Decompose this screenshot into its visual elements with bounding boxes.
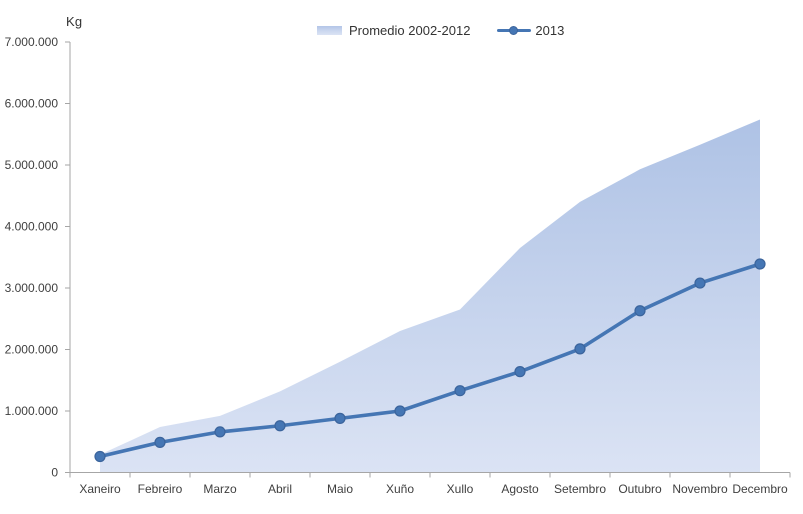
legend-area-swatch-icon [317,25,342,35]
data-point-marker [94,450,106,463]
data-point-marker [634,305,646,317]
y-axis-title: Kg [66,14,83,29]
x-axis-label: Xuño [386,482,414,496]
promedio-area-series [100,119,760,473]
data-point-marker [574,343,586,355]
y-axis-label: 6.000.000 [5,97,59,111]
x-axis-label: Outubro [618,482,662,496]
y-axis-label: 0 [51,466,58,480]
x-axis-label: Maio [327,482,353,496]
y-axis-label: 7.000.000 [5,35,59,49]
data-point-marker [334,412,346,424]
y-axis-label: 2.000.000 [5,343,59,357]
data-point-marker [514,366,526,378]
data-point-marker [214,426,226,438]
data-point-marker [754,258,766,270]
legend-line-dot [509,25,519,35]
legend-label-promedio: Promedio 2002-2012 [349,22,471,38]
y-axis-label: 1.000.000 [5,404,59,418]
legend: Promedio 2002-2012 2013 [317,21,564,39]
x-axis-label: Decembro [732,482,788,496]
x-axis-label: Agosto [501,482,539,496]
x-axis-label: Xaneiro [79,482,121,496]
x-axis-label: Marzo [203,482,237,496]
x-axis-label: Abril [268,482,292,496]
legend-line-marker-icon [497,25,532,35]
x-axis-label: Febreiro [138,482,183,496]
y-axis-label: 5.000.000 [5,158,59,172]
data-point-marker [394,405,406,417]
x-axis-label: Setembro [554,482,606,496]
x-axis-label: Xullo [447,482,474,496]
data-point-marker [454,385,466,397]
y-axis-label: 4.000.000 [5,220,59,234]
data-point-marker [694,277,706,289]
legend-label-2013: 2013 [535,22,565,38]
line-2013-series [98,262,762,459]
x-axis-label: Novembro [672,482,728,496]
data-point-marker [274,420,286,432]
data-point-marker [154,436,166,448]
y-axis-label: 3.000.000 [5,281,59,295]
